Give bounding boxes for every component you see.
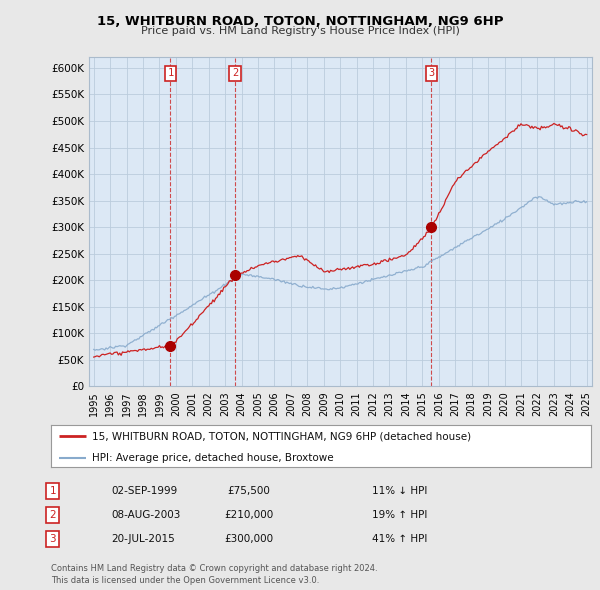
Text: 15, WHITBURN ROAD, TOTON, NOTTINGHAM, NG9 6HP: 15, WHITBURN ROAD, TOTON, NOTTINGHAM, NG… [97, 15, 503, 28]
Text: 2: 2 [232, 68, 238, 78]
Text: 3: 3 [49, 535, 56, 544]
Text: 1: 1 [49, 486, 56, 496]
Text: 3: 3 [428, 68, 434, 78]
Text: 2: 2 [49, 510, 56, 520]
Text: 41% ↑ HPI: 41% ↑ HPI [372, 535, 427, 544]
Text: HPI: Average price, detached house, Broxtowe: HPI: Average price, detached house, Brox… [91, 453, 333, 463]
Text: 15, WHITBURN ROAD, TOTON, NOTTINGHAM, NG9 6HP (detached house): 15, WHITBURN ROAD, TOTON, NOTTINGHAM, NG… [91, 431, 470, 441]
Text: £300,000: £300,000 [224, 535, 274, 544]
Text: £210,000: £210,000 [224, 510, 274, 520]
Text: 08-AUG-2003: 08-AUG-2003 [111, 510, 181, 520]
Text: £75,500: £75,500 [227, 486, 271, 496]
Text: 1: 1 [167, 68, 173, 78]
Text: Contains HM Land Registry data © Crown copyright and database right 2024.
This d: Contains HM Land Registry data © Crown c… [51, 565, 377, 585]
Text: 19% ↑ HPI: 19% ↑ HPI [372, 510, 427, 520]
Text: 20-JUL-2015: 20-JUL-2015 [111, 535, 175, 544]
Text: Price paid vs. HM Land Registry's House Price Index (HPI): Price paid vs. HM Land Registry's House … [140, 26, 460, 36]
Text: 02-SEP-1999: 02-SEP-1999 [111, 486, 177, 496]
Text: 11% ↓ HPI: 11% ↓ HPI [372, 486, 427, 496]
